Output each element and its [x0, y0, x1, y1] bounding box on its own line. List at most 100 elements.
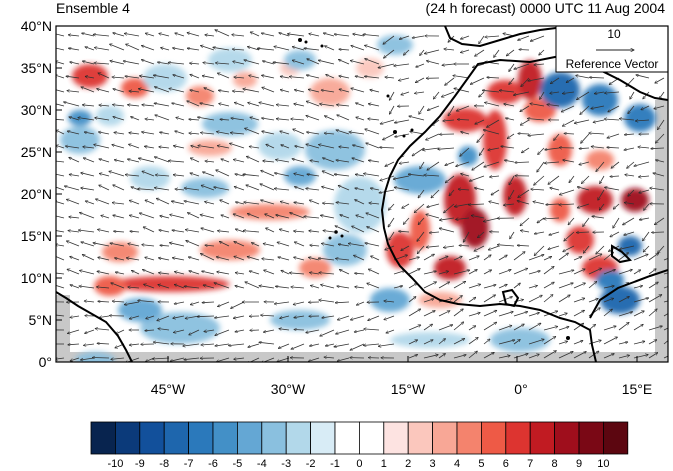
wind-vector — [531, 189, 545, 190]
wind-vector — [319, 273, 335, 274]
map-title: Ensemble 4 — [56, 0, 130, 16]
wind-vector — [261, 357, 275, 362]
anomaly-patch — [596, 270, 624, 290]
wind-vector — [157, 315, 170, 321]
anomaly-patch — [370, 288, 410, 312]
wind-vector — [520, 217, 530, 226]
wind-vector — [187, 213, 200, 219]
wind-vector — [499, 90, 515, 93]
wind-vector — [66, 76, 80, 79]
wind-vector — [423, 271, 436, 275]
wind-vector — [114, 231, 125, 232]
reference-vector-box — [555, 26, 668, 73]
wind-vector — [248, 103, 260, 107]
wind-vector — [229, 343, 245, 346]
wind-vector — [573, 310, 585, 317]
colorbar-tick-labels: -10 -9 -8 -7 -6 -5 -4 -3 -2 -1 0 1 2 3 4 5 6 7 8 9 10 — [107, 458, 609, 469]
anomaly-patch — [310, 78, 350, 106]
wind-vector — [461, 132, 470, 135]
wind-vector — [276, 160, 290, 163]
wind-vector — [562, 91, 575, 94]
wind-vector — [235, 229, 245, 233]
colorbar-swatch — [212, 421, 238, 455]
colorbar-tick-label: -3 — [281, 458, 291, 469]
wind-vector — [599, 203, 605, 210]
wind-vector — [564, 133, 575, 134]
wind-vector — [205, 245, 215, 246]
wind-vector — [624, 203, 635, 205]
wind-vector — [554, 133, 560, 141]
wind-vector — [280, 315, 290, 318]
wind-vector — [190, 301, 200, 305]
wind-vector — [202, 76, 215, 79]
wind-vector — [129, 200, 140, 205]
wind-vector — [384, 49, 395, 58]
wind-vector — [663, 300, 668, 303]
wind-vector — [627, 161, 635, 168]
wind-vector — [82, 33, 95, 37]
wind-vector — [504, 104, 515, 107]
wind-vector — [429, 232, 440, 233]
wind-vector — [56, 256, 65, 261]
wind-vector — [528, 286, 538, 289]
lat-label: 15°N — [21, 228, 52, 244]
wind-vector — [244, 60, 260, 65]
wind-vector — [457, 119, 470, 120]
wind-vector — [416, 63, 425, 67]
wind-vector — [589, 133, 605, 134]
wind-vector — [351, 46, 365, 51]
wind-vector — [528, 133, 545, 136]
wind-vector — [251, 243, 260, 247]
wind-vector — [168, 161, 185, 162]
wind-vector — [98, 257, 110, 261]
wind-vector — [293, 301, 305, 305]
reference-vector-caption: Reference Vector — [566, 57, 659, 71]
wind-vector — [596, 245, 605, 254]
wind-vector — [262, 61, 275, 65]
wind-vector — [366, 143, 380, 149]
anomaly-patch — [130, 166, 170, 190]
wind-vector — [453, 355, 466, 359]
wind-vector — [339, 76, 350, 79]
wind-vector — [356, 301, 365, 305]
wind-vector — [129, 315, 140, 319]
wind-vector — [363, 343, 380, 346]
wind-vector — [352, 226, 365, 233]
wind-vector — [291, 343, 305, 349]
wind-vector — [160, 132, 170, 135]
wind-vector — [577, 187, 590, 191]
anomaly-patch — [518, 60, 542, 100]
wind-vector — [56, 173, 65, 177]
wind-vector — [112, 203, 125, 204]
wind-vector — [231, 301, 245, 309]
wind-vector — [85, 201, 95, 205]
wind-vector — [67, 329, 80, 334]
wind-vector — [563, 245, 575, 252]
wind-vector — [186, 241, 200, 247]
wind-vector — [513, 268, 528, 275]
wind-vector — [69, 217, 80, 218]
wind-vector — [364, 76, 380, 79]
wind-vector — [113, 105, 125, 106]
wind-vector — [423, 355, 438, 359]
wind-vector — [173, 146, 185, 149]
wind-vector — [113, 33, 125, 37]
colorbar-swatch — [480, 421, 507, 455]
wind-vector — [403, 217, 410, 224]
wind-vector — [519, 50, 530, 51]
wind-vector — [618, 270, 632, 275]
wind-vector — [365, 129, 380, 135]
wind-vector — [68, 231, 80, 233]
wind-vector — [141, 60, 155, 65]
wind-vector — [161, 48, 170, 51]
islands — [298, 38, 570, 340]
wind-vector — [564, 231, 575, 241]
wind-vector — [291, 287, 305, 288]
wind-vector — [322, 315, 335, 318]
colorbar-tick-label: 2 — [405, 458, 411, 469]
wind-vector — [184, 286, 200, 289]
wind-vector — [431, 189, 440, 198]
wind-vector — [591, 147, 605, 149]
wind-vector — [663, 257, 668, 261]
wind-vector — [68, 48, 80, 51]
